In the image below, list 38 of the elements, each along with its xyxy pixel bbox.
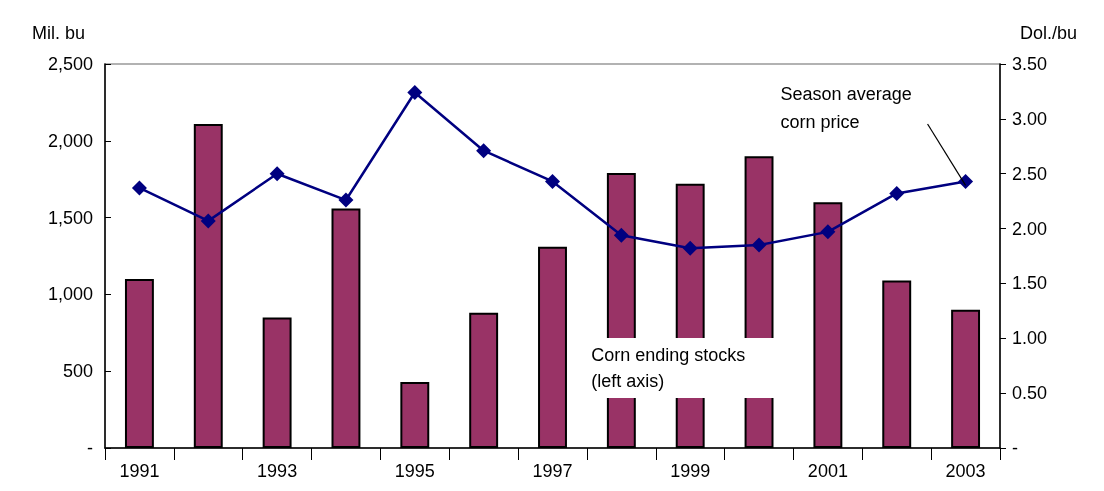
point: [131, 180, 147, 196]
y-tick-label: 2,500: [47, 54, 93, 74]
x-tick-label: 2001: [807, 461, 848, 481]
y2-tick-label: 2.00: [1012, 218, 1048, 239]
y-tick-label: 1,000: [47, 284, 93, 305]
point: [476, 143, 492, 159]
x-tick-label: 1997: [532, 461, 573, 481]
text: Season average corn price: [780, 84, 917, 132]
x-tick-label: 2003: [945, 461, 986, 481]
point: [613, 227, 629, 243]
y2-tick-label: 3.00: [1012, 108, 1048, 129]
x-tick-label: 1993: [257, 461, 298, 481]
point: [407, 85, 423, 101]
point: [958, 173, 974, 189]
y2-tick-label: 0.50: [1012, 383, 1048, 404]
point: [545, 173, 560, 189]
y2-tick-label: 1.50: [1012, 273, 1048, 294]
point: [682, 240, 698, 256]
point: [889, 185, 905, 201]
point: [751, 237, 767, 253]
point: [338, 192, 354, 208]
x-tick-label: 1991: [119, 461, 160, 481]
y-axis-title: Mil. bu: [31, 23, 85, 43]
y2-tick-label: 2.50: [1012, 163, 1048, 184]
y-tick-label: 2,000: [47, 130, 93, 151]
y-tick-label: -: [87, 438, 93, 458]
point: [200, 213, 216, 229]
y2-tick-label: 3.50: [1012, 54, 1048, 74]
y2-tick-label: -: [1012, 438, 1018, 458]
y2-axis-title: Dol./bu: [1020, 23, 1078, 43]
y-tick-label: 500: [62, 361, 93, 382]
x-tick-label: 1999: [670, 461, 711, 481]
point: [269, 166, 285, 182]
y2-tick-label: 1.00: [1012, 328, 1048, 349]
point: [820, 224, 836, 240]
x-tick-label: 1995: [394, 461, 435, 481]
series-label: Corn ending stocks (left axis): [591, 345, 751, 391]
y-tick-label: 1,500: [47, 207, 93, 228]
